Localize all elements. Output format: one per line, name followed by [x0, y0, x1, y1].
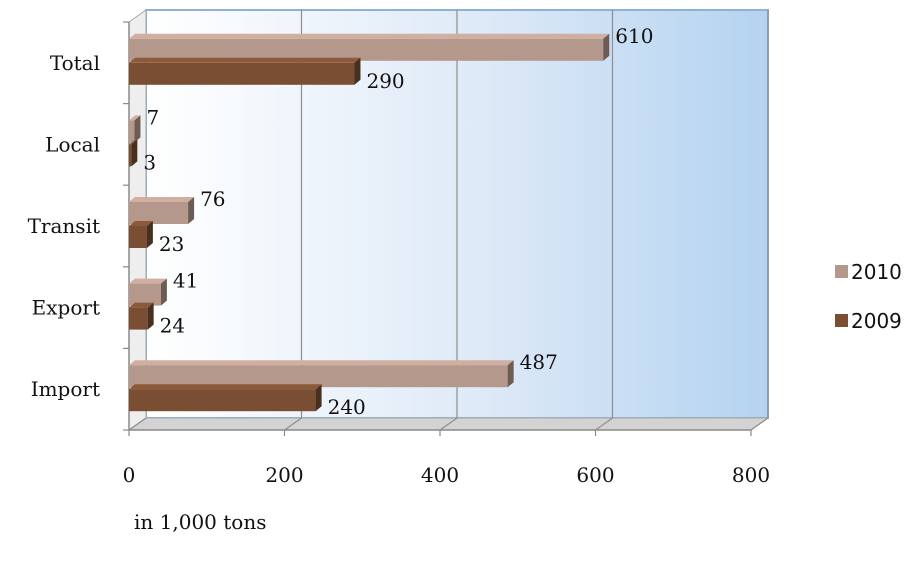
legend-label: 2009: [851, 309, 902, 333]
x-tick-label: 0: [123, 463, 136, 487]
category-label: Import: [31, 377, 100, 401]
data-label: 23: [159, 232, 184, 256]
data-label: 610: [615, 24, 653, 48]
category-label: Total: [50, 51, 100, 75]
bars: 610 290 7 3 76 23 41 24 487 240: [129, 24, 653, 419]
x-axis-ticks: 0 200 400 600 800: [123, 430, 770, 487]
x-tick-label: 800: [732, 463, 770, 487]
data-label: 7: [146, 105, 159, 129]
x-tick-label: 400: [421, 463, 459, 487]
bar: [129, 57, 361, 85]
x-axis-title: in 1,000 tons: [134, 510, 266, 534]
x-tick-label: 600: [576, 463, 614, 487]
bar: [129, 278, 167, 306]
legend-label: 2010: [851, 260, 902, 284]
floor-gridline: [128, 417, 147, 431]
data-label: 41: [173, 269, 198, 293]
x-tick-label: 200: [265, 463, 303, 487]
data-label: 487: [520, 350, 558, 374]
floor-gridline: [750, 417, 769, 431]
bar: [129, 115, 141, 143]
bar: [129, 360, 514, 388]
data-label: 24: [160, 314, 185, 338]
data-label: 76: [200, 187, 225, 211]
bar: [129, 139, 138, 167]
data-label: 3: [143, 150, 156, 174]
category-label: Export: [32, 296, 100, 320]
legend: 2010 2009: [835, 260, 902, 333]
bar: [129, 384, 322, 412]
legend-swatch: [835, 314, 848, 327]
bar: [129, 221, 153, 248]
floor-gridline: [439, 417, 458, 431]
floor-gridline: [284, 417, 302, 431]
bar: [129, 33, 610, 61]
y-axis-categories: Total Local Transit Export Import: [28, 21, 129, 431]
category-label: Local: [45, 132, 100, 156]
bar: [129, 197, 195, 224]
bar: [129, 302, 154, 330]
data-label: 240: [328, 395, 366, 419]
legend-swatch: [835, 265, 848, 278]
floor-gridline: [595, 417, 613, 431]
category-label: Transit: [28, 214, 100, 238]
data-label: 290: [366, 69, 404, 93]
